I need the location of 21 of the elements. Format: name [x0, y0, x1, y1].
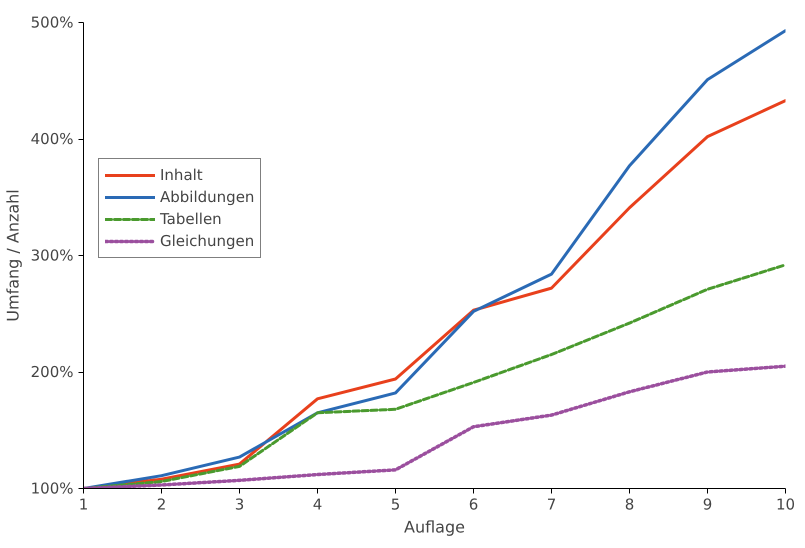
y-tick-label: 100%: [30, 480, 74, 498]
x-tick-label: 1: [78, 496, 88, 514]
legend-label: Tabellen: [160, 210, 222, 228]
legend-label: Inhalt: [160, 166, 203, 184]
x-axis-title: Auflage: [404, 518, 465, 536]
x-tick-label: 2: [156, 496, 166, 514]
y-tick-label: 200%: [30, 363, 74, 381]
x-tick-label: 9: [702, 496, 712, 514]
y-axis-title: Umfang / Anzahl: [4, 189, 23, 322]
x-tick-label: 3: [234, 496, 244, 514]
x-tick-label: 8: [624, 496, 634, 514]
x-tick-label: 7: [546, 496, 556, 514]
x-tick-label: 5: [390, 496, 400, 514]
x-tick-label: 6: [468, 496, 478, 514]
y-tick-label: 500%: [30, 14, 74, 32]
y-tick-label: 400%: [30, 130, 74, 148]
y-tick-label: 300%: [30, 246, 74, 264]
legend-label: Abbildungen: [160, 188, 254, 206]
x-tick-label: 4: [312, 496, 322, 514]
x-tick-label: 10: [776, 496, 796, 514]
legend-label: Gleichungen: [160, 232, 254, 250]
